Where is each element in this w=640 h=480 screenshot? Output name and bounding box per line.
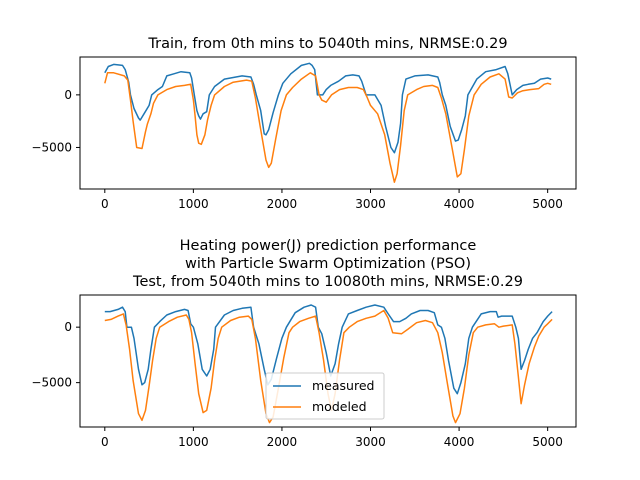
test-title: Test, from 5040th mins to 10080th mins, …: [132, 274, 523, 290]
test-xtick-label-1000: 1000: [178, 435, 209, 449]
train-ytick-label--5000: −5000: [31, 140, 72, 154]
test-series-measured: [104, 304, 553, 395]
train-ytick-label-0: 0: [64, 88, 72, 102]
test-ticks-layer: 0 1000 2000 3000 4000 5000 0 −5000: [31, 320, 563, 449]
train-series-layer: [104, 62, 552, 183]
test-ytick-label-0: 0: [64, 320, 72, 334]
test-xtick-label-4000: 4000: [444, 435, 475, 449]
train-xtick-label-5000: 5000: [532, 197, 563, 211]
test-xtick-label-2000: 2000: [267, 435, 298, 449]
train-xtick-label-1000: 1000: [178, 197, 209, 211]
legend: measured modeled: [265, 372, 385, 420]
suptitle-line-1: Heating power(J) prediction performance: [180, 238, 477, 254]
legend-label-modeled: modeled: [312, 399, 367, 414]
test-xtick-label-5000: 5000: [532, 435, 563, 449]
test-ytick-label--5000: −5000: [31, 376, 72, 390]
suptitle-line-2: with Particle Swarm Optimization (PSO): [185, 256, 471, 272]
train-plot: 0 1000 2000 3000 4000 5000 0 −5000: [31, 56, 577, 211]
train-xtick-label-4000: 4000: [444, 197, 475, 211]
test-xtick-label-3000: 3000: [355, 435, 386, 449]
train-axes-frame: [79, 56, 577, 190]
train-series-measured: [104, 62, 552, 154]
train-xtick-label-0: 0: [101, 197, 109, 211]
test-series-layer: [104, 304, 553, 424]
train-series-modeled: [104, 72, 552, 183]
test-xtick-label-0: 0: [101, 435, 109, 449]
train-xtick-label-2000: 2000: [267, 197, 298, 211]
train-ticks-layer: 0 1000 2000 3000 4000 5000 0 −5000: [31, 88, 563, 211]
test-plot: 0 1000 2000 3000 4000 5000 0 −5000 measured mod…: [31, 294, 577, 449]
legend-label-measured: measured: [312, 378, 374, 393]
test-axes-frame: [79, 294, 577, 428]
train-xtick-label-3000: 3000: [355, 197, 386, 211]
test-series-modeled: [104, 309, 553, 424]
train-title: Train, from 0th mins to 5040th mins, NRM…: [147, 36, 507, 52]
